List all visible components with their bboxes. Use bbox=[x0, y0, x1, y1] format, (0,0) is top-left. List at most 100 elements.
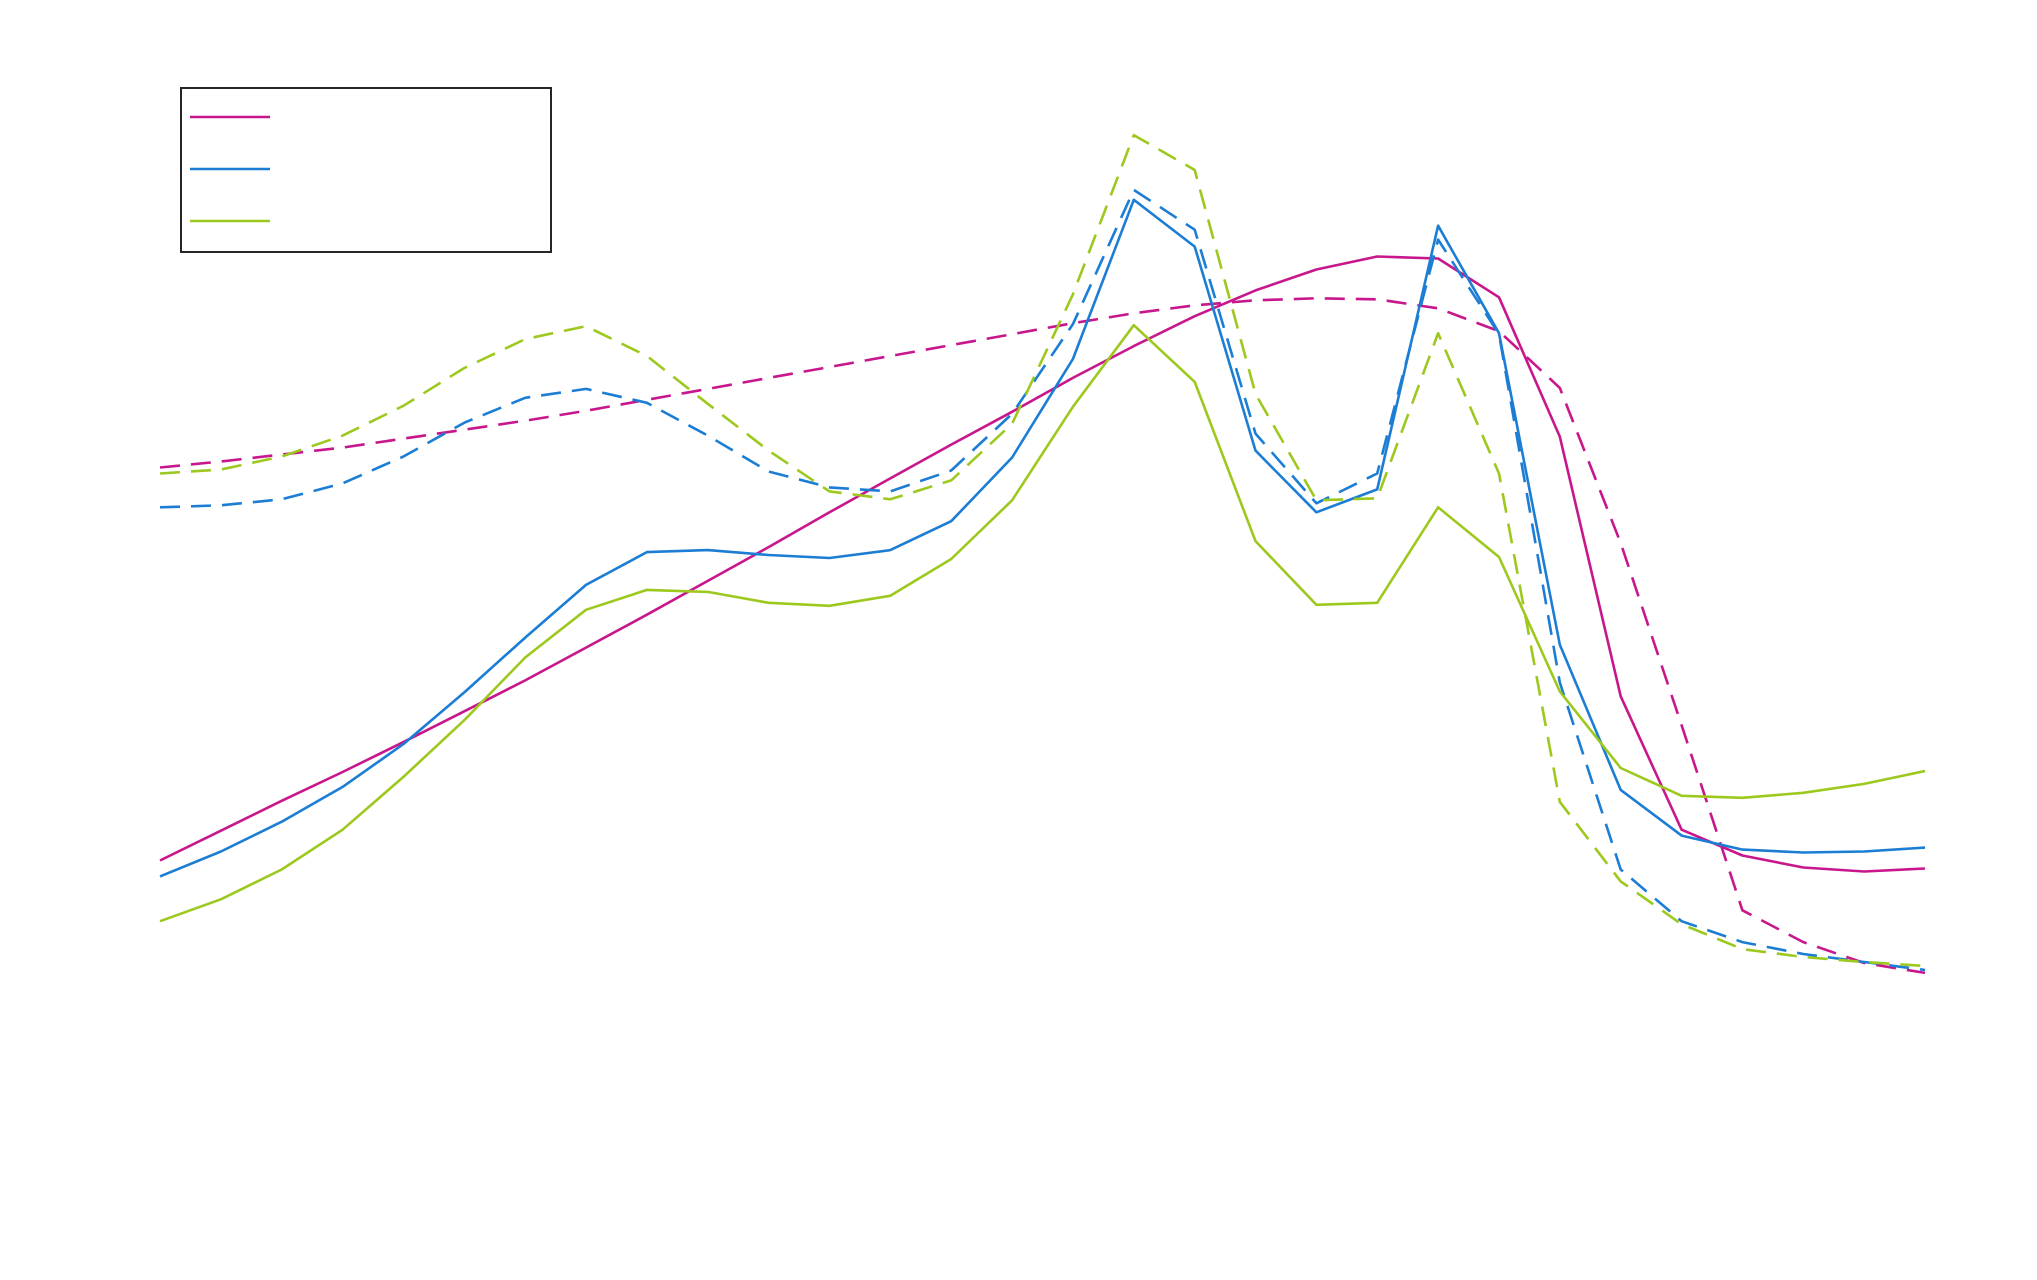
series-5-point bbox=[1924, 770, 1926, 772]
series-2-point bbox=[1011, 333, 1013, 335]
series-5-point bbox=[1437, 506, 1439, 508]
series-5-point bbox=[402, 776, 404, 778]
series-1-point bbox=[1255, 289, 1257, 291]
series-5-point bbox=[220, 898, 222, 900]
series-5-point bbox=[585, 609, 587, 611]
series-2-point bbox=[159, 467, 161, 469]
series-1-point bbox=[342, 771, 344, 773]
series-6-point bbox=[524, 338, 526, 340]
series-3-point bbox=[1924, 847, 1926, 849]
series-5-point bbox=[1863, 783, 1865, 785]
series-3-point bbox=[220, 851, 222, 853]
series-2-point bbox=[1133, 312, 1135, 314]
series-2-point bbox=[950, 344, 952, 346]
series-3-point bbox=[1620, 789, 1622, 791]
series-3-point bbox=[159, 875, 161, 877]
series-3-point bbox=[1863, 851, 1865, 853]
series-1-point bbox=[707, 580, 709, 582]
series-2-point bbox=[1741, 909, 1743, 911]
series-6-point bbox=[1620, 880, 1622, 882]
series-5-point bbox=[646, 589, 648, 591]
series-5-point bbox=[1620, 767, 1622, 769]
series-3-point bbox=[1559, 644, 1561, 646]
series-2-point bbox=[1315, 297, 1317, 299]
series-4-point bbox=[402, 456, 404, 458]
series-3-point bbox=[829, 557, 831, 559]
series-6-point bbox=[1498, 473, 1500, 475]
series-5-point bbox=[1315, 604, 1317, 606]
series-6-point bbox=[1072, 293, 1074, 295]
series-3-point bbox=[646, 551, 648, 553]
series-5-point bbox=[1498, 556, 1500, 558]
series-6-point bbox=[1376, 497, 1378, 499]
series-4-point bbox=[1011, 413, 1013, 415]
series-6-point bbox=[1315, 499, 1317, 501]
series-5-point bbox=[889, 595, 891, 597]
series-3-point bbox=[1437, 225, 1439, 227]
series-6-line bbox=[159, 133, 1926, 968]
series-3-point bbox=[585, 584, 587, 586]
series-1-point bbox=[1376, 256, 1378, 258]
series-6-point bbox=[159, 473, 161, 475]
series-3-point bbox=[1133, 199, 1135, 201]
series-3-point bbox=[1741, 849, 1743, 851]
series-2-point bbox=[829, 366, 831, 368]
series-3-point bbox=[281, 821, 283, 823]
series-2-point bbox=[1376, 298, 1378, 300]
series-5-point bbox=[342, 829, 344, 831]
series-5-point bbox=[1194, 381, 1196, 383]
series-4-point bbox=[1376, 473, 1378, 475]
series-4-point bbox=[281, 498, 283, 500]
series-5-point bbox=[1255, 540, 1257, 542]
series-3-point bbox=[768, 554, 770, 556]
series-3-point bbox=[707, 549, 709, 551]
series-4-point bbox=[1802, 953, 1804, 955]
series-4-point bbox=[463, 422, 465, 424]
series-2-line bbox=[159, 296, 1926, 975]
series-5-point bbox=[950, 558, 952, 560]
series-1-point bbox=[829, 511, 831, 513]
series-1-point bbox=[1620, 695, 1622, 697]
series-6-point bbox=[1255, 393, 1257, 395]
series-5-point bbox=[1376, 602, 1378, 604]
series-5-point bbox=[281, 869, 283, 871]
series-5-point bbox=[1741, 797, 1743, 799]
series-1-point bbox=[1437, 258, 1439, 260]
series-1-point bbox=[1802, 867, 1804, 869]
series-4-point bbox=[1315, 502, 1317, 504]
series-6-point bbox=[1681, 923, 1683, 925]
series-4-point bbox=[524, 397, 526, 399]
series-2-point bbox=[585, 410, 587, 412]
series-4-point bbox=[1559, 681, 1561, 683]
series-5-point bbox=[463, 719, 465, 721]
series-4-point bbox=[768, 471, 770, 473]
series-1-point bbox=[950, 444, 952, 446]
series-4 bbox=[159, 188, 1926, 972]
series-4-point bbox=[1133, 189, 1135, 191]
series-3-point bbox=[1315, 511, 1317, 513]
series-6-point bbox=[1194, 169, 1196, 171]
series-3-point bbox=[1194, 246, 1196, 248]
series-5-point bbox=[707, 591, 709, 593]
series-1-point bbox=[768, 546, 770, 548]
series-2-point bbox=[220, 461, 222, 463]
series-3-point bbox=[950, 520, 952, 522]
series-5-point bbox=[829, 605, 831, 607]
series-6-point bbox=[585, 325, 587, 327]
series-6-point bbox=[1011, 423, 1013, 425]
series-5-point bbox=[1011, 499, 1013, 501]
series-4-point bbox=[342, 482, 344, 484]
series-3-point bbox=[1011, 457, 1013, 459]
series-1-point bbox=[1741, 855, 1743, 857]
series-2-point bbox=[1255, 299, 1257, 301]
series-1-point bbox=[524, 679, 526, 681]
series-6-point bbox=[463, 367, 465, 369]
series-2-point bbox=[1559, 387, 1561, 389]
series-1-point bbox=[1133, 345, 1135, 347]
series-5-line bbox=[159, 323, 1926, 923]
series-3-point bbox=[402, 743, 404, 745]
series-4-point bbox=[950, 470, 952, 472]
series-3-point bbox=[1376, 488, 1378, 490]
series-6-point bbox=[646, 355, 648, 357]
series-4-point bbox=[1620, 869, 1622, 871]
